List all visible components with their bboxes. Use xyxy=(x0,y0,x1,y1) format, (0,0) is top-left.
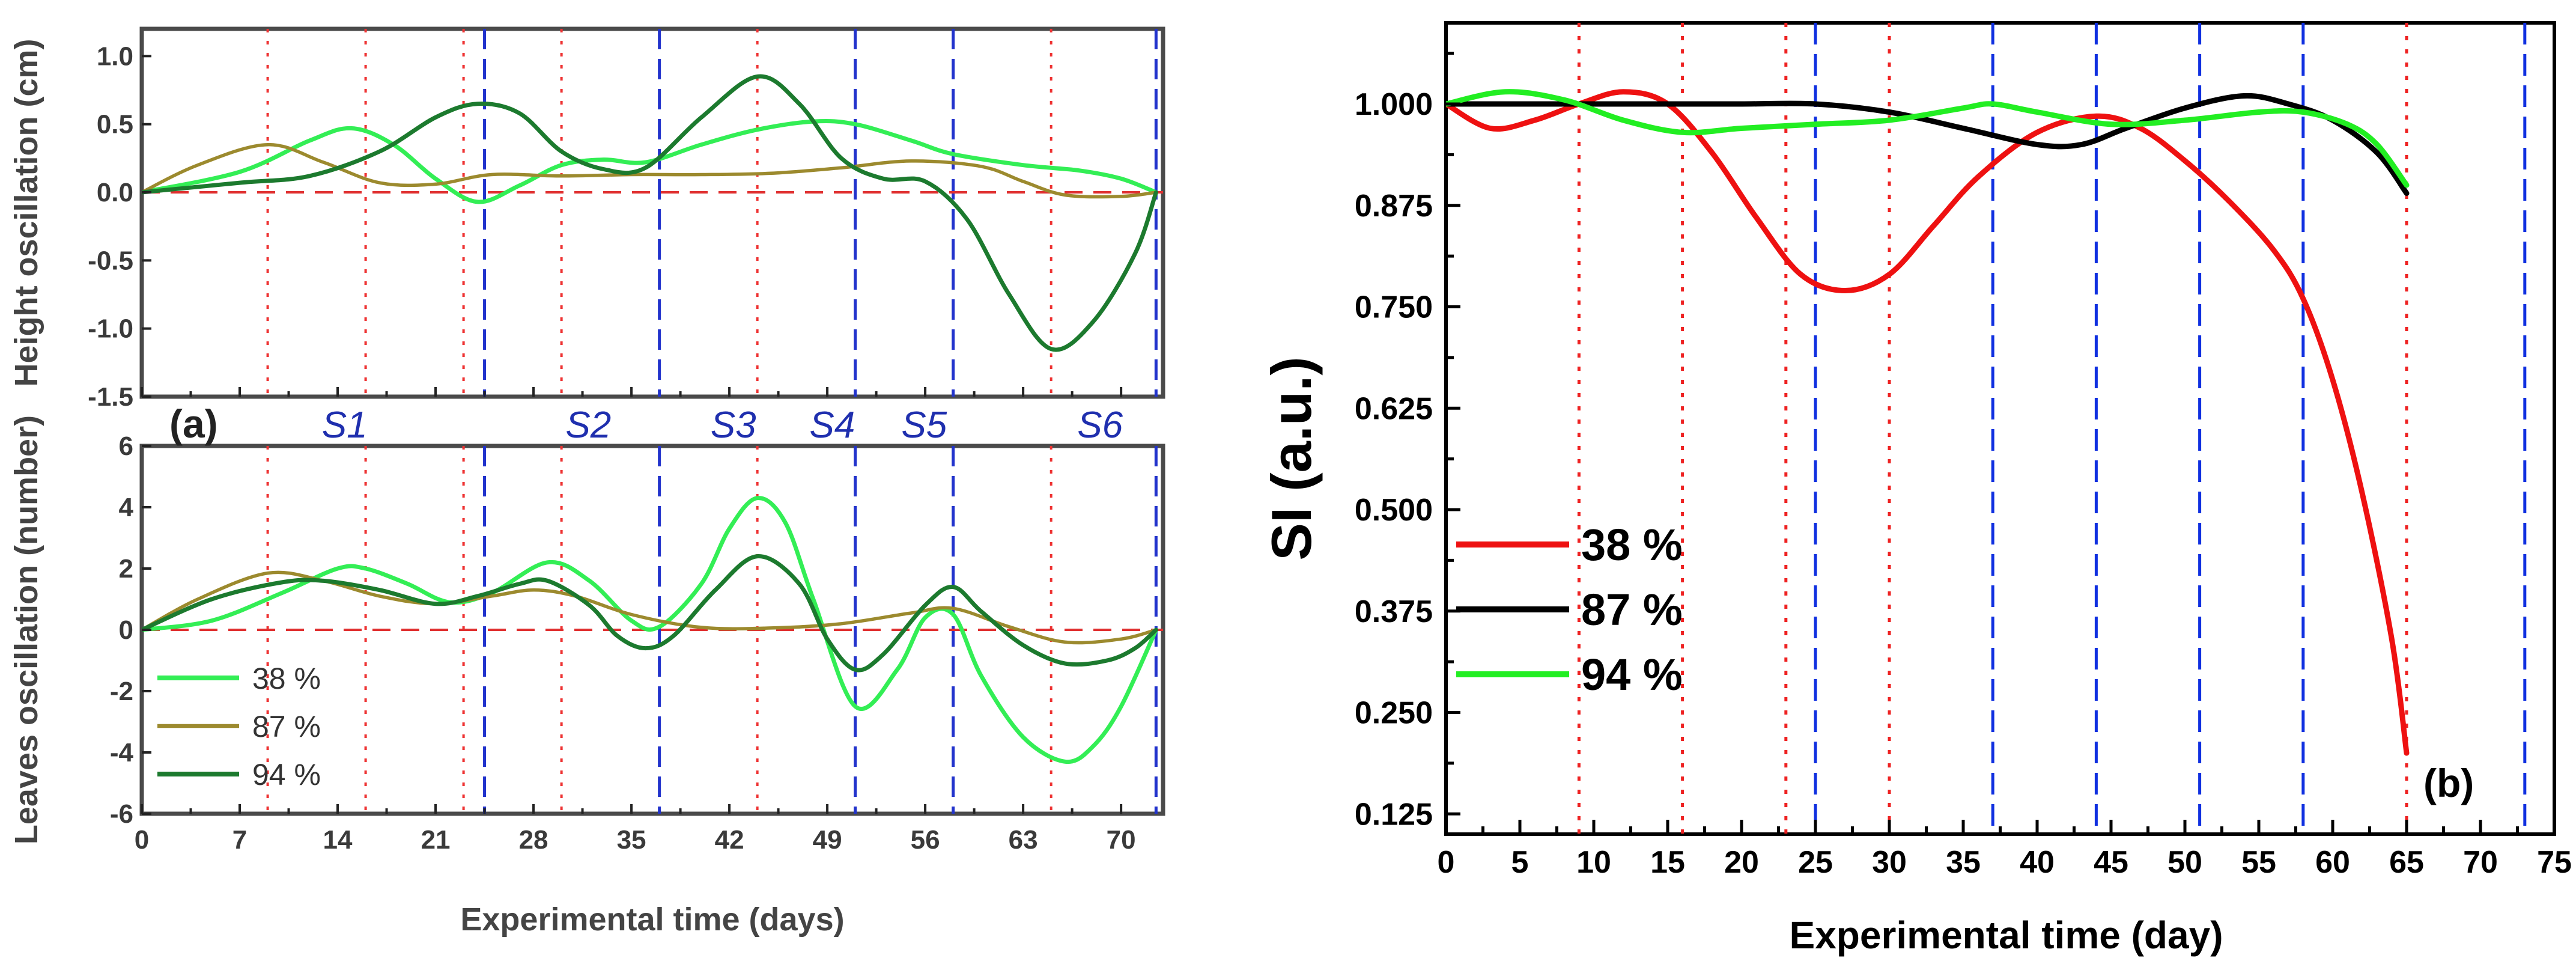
a-stage-label: S3 xyxy=(711,404,756,446)
b-legend: 38 % 87 % 94 % xyxy=(1456,520,1683,700)
a-legend-label: 94 % xyxy=(252,758,321,792)
panel-b: 0.125 0.250 0.375 0.500 0.625 0.750 0.875 1.000… xyxy=(1260,21,2572,957)
b-y-tick-label: 0.500 xyxy=(1355,493,1433,528)
b-y-tick-label: 0.125 xyxy=(1355,797,1433,832)
b-x-tick-label: 65 xyxy=(2389,845,2424,880)
a-legend-label: 87 % xyxy=(252,710,321,743)
b-x-tick-label: 35 xyxy=(1946,845,1981,880)
a-bot-y-tick-label: 2 xyxy=(119,554,133,584)
b-series-line xyxy=(1446,89,2410,188)
b-legend-label: 94 % xyxy=(1581,650,1683,700)
b-y-tick-label: 0.250 xyxy=(1355,696,1433,731)
a-top-y-tick-label: 0.5 xyxy=(97,110,133,139)
a-x-tick-label: 28 xyxy=(519,825,548,855)
a-top-y-tick-label: -1.5 xyxy=(88,382,133,412)
a-top-y-tick-label: -0.5 xyxy=(88,246,133,275)
a-stage-label: S5 xyxy=(901,404,947,446)
b-y-tick-label: 0.875 xyxy=(1355,189,1433,224)
a-bot-series-line xyxy=(142,554,1158,673)
b-x-tick-label: 50 xyxy=(2167,845,2202,880)
b-x-tick-label: 5 xyxy=(1511,845,1529,880)
a-x-tick-label: 63 xyxy=(1009,825,1038,855)
b-x-tick-label: 30 xyxy=(1872,845,1907,880)
b-series-group xyxy=(1446,23,2527,834)
a-top-y-tick-label: 0.0 xyxy=(97,178,133,207)
b-y-tick-label: 1.000 xyxy=(1355,87,1433,122)
a-x-tick-label: 21 xyxy=(421,825,451,855)
panel-a: 1.0 0.5 0.0 -0.5 -1.0 -1.5 Height oscillation … xyxy=(8,26,1165,938)
a-x-tick-label: 14 xyxy=(323,825,353,855)
b-x-tick-label: 20 xyxy=(1724,845,1759,880)
b-x-tick-label: 25 xyxy=(1798,845,1833,880)
b-x-tick-label: 70 xyxy=(2463,845,2498,880)
a-top-y-axis-label: Height oscillation (cm) xyxy=(8,38,44,386)
a-legend-label: 38 % xyxy=(252,662,321,695)
a-stage-label: S2 xyxy=(565,404,611,446)
a-x-tick-label: 42 xyxy=(715,825,744,855)
a-bot-y-tick-label: -6 xyxy=(110,799,133,829)
a-top-series-line xyxy=(142,142,1158,199)
a-bot-y-tick-label: -2 xyxy=(110,677,133,706)
a-x-axis-label: Experimental time (days) xyxy=(460,901,844,938)
a-top-series-line xyxy=(142,118,1158,204)
b-y-tick-label: 0.625 xyxy=(1355,391,1433,426)
a-top-plot-area: 1.0 0.5 0.0 -0.5 -1.0 -1.5 Height oscillation … xyxy=(8,29,1163,446)
a-x-tick-label: 56 xyxy=(911,825,940,855)
b-series-line xyxy=(1446,89,2410,756)
b-x-tick-label: 0 xyxy=(1438,845,1455,880)
a-x-tick-label: 7 xyxy=(232,825,247,855)
a-top-series-line xyxy=(142,74,1158,352)
b-panel-tag: (b) xyxy=(2423,761,2474,805)
a-bot-series-line xyxy=(142,496,1158,764)
b-x-tick-label: 45 xyxy=(2094,845,2128,880)
b-x-axis-label: Experimental time (day) xyxy=(1790,914,2223,957)
a-top-y-tick-label: -1.0 xyxy=(88,314,133,344)
a-stage-label: S4 xyxy=(809,404,855,446)
b-y-tick-label: 0.375 xyxy=(1355,594,1433,629)
b-x-tick-label: 60 xyxy=(2315,845,2350,880)
a-x-tick-label: 35 xyxy=(617,825,646,855)
a-bot-y-axis-label: Leaves oscillation (number) xyxy=(8,415,44,844)
b-plot-area: 0.125 0.250 0.375 0.500 0.625 0.750 0.875 1.000… xyxy=(1260,23,2572,957)
a-x-tick-label: 70 xyxy=(1107,825,1136,855)
b-plot-frame xyxy=(1444,21,2556,836)
a-bot-y-tick-label: -4 xyxy=(110,738,134,767)
b-x-tick-label: 10 xyxy=(1576,845,1611,880)
a-legend: 38 % 87 % 94 % xyxy=(157,662,321,792)
a-stage-label: S6 xyxy=(1077,404,1123,446)
b-x-tick-label: 55 xyxy=(2241,845,2276,880)
b-y-tick-label: 0.750 xyxy=(1355,290,1433,325)
a-top-y-tick-label: 1.0 xyxy=(97,41,133,71)
b-series-line xyxy=(1446,93,2410,196)
a-bot-y-tick-label: 4 xyxy=(119,493,134,522)
a-x-tick-label: 0 xyxy=(135,825,149,855)
a-bot-y-tick-label: 6 xyxy=(119,432,133,461)
b-legend-label: 87 % xyxy=(1581,585,1683,635)
b-x-tick-label: 40 xyxy=(2020,845,2055,880)
a-panel-tag: (a) xyxy=(169,401,218,446)
a-top-plot-frame xyxy=(139,26,1165,399)
a-x-tick-label: 49 xyxy=(813,825,842,855)
a-bot-series-group xyxy=(142,446,1163,814)
a-top-series-group xyxy=(142,29,1163,397)
b-y-axis-label: SI (a.u.) xyxy=(1260,356,1323,560)
a-bot-y-tick-label: 0 xyxy=(119,615,133,645)
b-x-tick-label: 15 xyxy=(1650,845,1685,880)
a-stage-label: S1 xyxy=(322,404,368,446)
b-legend-label: 38 % xyxy=(1581,520,1683,570)
b-x-tick-label: 75 xyxy=(2537,845,2572,880)
